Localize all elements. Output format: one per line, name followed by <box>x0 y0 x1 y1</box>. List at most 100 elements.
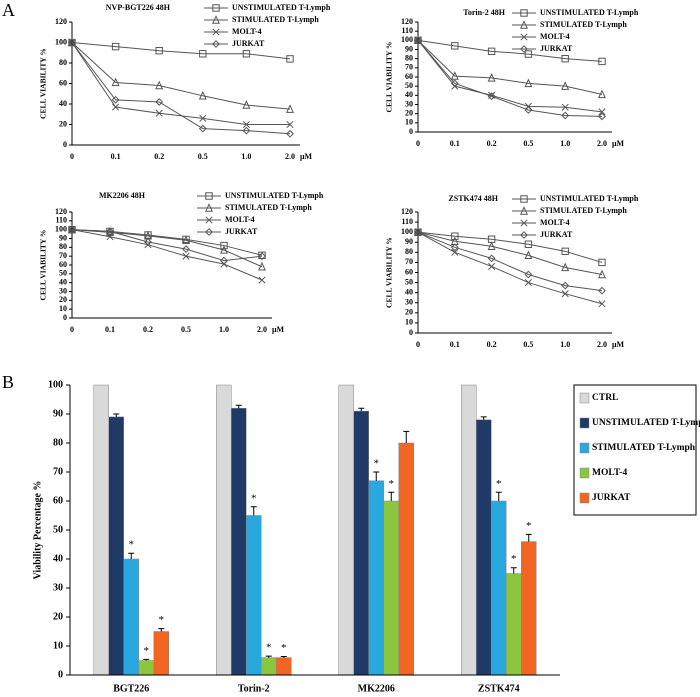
y-tick-label: 90 <box>405 237 413 246</box>
marker <box>524 279 532 287</box>
marker <box>450 71 459 80</box>
y-tick-label: 20 <box>405 108 413 117</box>
bar <box>138 660 154 676</box>
series-line <box>71 229 263 262</box>
series-line <box>71 42 291 135</box>
y-tick-label: 120 <box>55 207 67 216</box>
error-bar <box>235 404 242 409</box>
marker <box>205 203 213 212</box>
marker <box>106 227 114 236</box>
x-tick-label: 0.2 <box>143 325 153 334</box>
bar <box>353 410 369 676</box>
marker <box>520 219 528 227</box>
marker <box>414 228 422 237</box>
y-tick-label: 80 <box>59 58 67 67</box>
marker <box>111 42 120 51</box>
bar <box>93 384 109 676</box>
error-bar <box>158 628 165 632</box>
marker <box>111 95 120 104</box>
marker <box>487 254 496 263</box>
y-axis-label: CELL VIABILITY % <box>39 230 48 301</box>
legend-swatch <box>579 492 590 504</box>
y-tick-label: 90 <box>59 233 67 242</box>
x-axis-label: μM <box>612 139 625 148</box>
marker <box>520 33 528 41</box>
legend-label: JURKAT <box>592 493 631 503</box>
bar <box>383 500 399 676</box>
x-tick-label: 0 <box>70 152 74 161</box>
series-line <box>417 40 603 117</box>
y-tick-label: 60 <box>405 267 413 276</box>
y-tick-label: 90 <box>53 408 63 419</box>
marker <box>205 192 213 200</box>
series-line <box>417 231 603 276</box>
y-tick-label: 50 <box>59 269 67 278</box>
series-line <box>417 39 603 62</box>
marker <box>106 233 114 241</box>
legend-label: STIMULATED T-Lymph <box>225 203 312 212</box>
marker <box>524 250 533 260</box>
marker <box>520 20 528 29</box>
series-line <box>71 42 291 110</box>
significance-mark: * <box>496 478 502 490</box>
series-line <box>417 231 603 263</box>
x-tick-label: 1.0 <box>219 325 229 334</box>
y-tick-label: 40 <box>59 277 67 286</box>
marker <box>182 252 190 260</box>
marker <box>199 114 207 122</box>
y-tick-label: 10 <box>53 640 63 651</box>
legend-label: CTRL <box>592 393 618 403</box>
marker <box>524 78 533 88</box>
x-tick-label: 2.0 <box>597 340 607 349</box>
legend-label: MOLT-4 <box>232 27 262 36</box>
y-tick-label: 80 <box>59 242 67 251</box>
marker <box>561 290 569 298</box>
marker <box>155 98 164 106</box>
marker <box>258 276 266 284</box>
marker <box>598 112 606 121</box>
marker <box>220 241 228 250</box>
legend-swatch <box>579 467 590 479</box>
x-tick-label: 0.1 <box>450 139 460 148</box>
marker <box>286 104 294 113</box>
series-line <box>71 229 263 268</box>
x-tick-label: BGT226 <box>113 683 149 694</box>
legend-label: STIMULATED T-Lymph <box>232 15 319 24</box>
x-tick-label: MK2206 <box>358 683 395 694</box>
marker <box>242 100 251 109</box>
y-axis-label: CELL VIABILITY % <box>385 237 394 308</box>
x-tick-label: 2.0 <box>257 325 267 334</box>
marker <box>155 47 163 55</box>
marker <box>487 92 496 101</box>
y-tick-label: 0 <box>63 140 67 149</box>
marker <box>451 232 459 240</box>
y-tick-label: 20 <box>53 611 63 622</box>
marker <box>198 124 207 133</box>
x-tick-label: 0.5 <box>523 139 533 148</box>
significance-mark: * <box>266 642 272 654</box>
marker <box>524 270 533 279</box>
series-line <box>417 40 603 113</box>
legend-label: MOLT-4 <box>540 218 570 227</box>
significance-mark: * <box>159 614 165 626</box>
y-tick-label: 100 <box>401 227 413 236</box>
y-tick-label: 0 <box>63 313 67 322</box>
y-tick-label: 100 <box>55 224 67 233</box>
marker <box>561 81 570 90</box>
error-bar <box>525 533 532 542</box>
marker <box>598 269 606 279</box>
significance-mark: * <box>129 539 135 551</box>
y-tick-label: 20 <box>59 119 67 128</box>
x-tick-label: 1.0 <box>560 139 570 148</box>
marker <box>561 247 569 256</box>
y-tick-label: 100 <box>55 37 67 46</box>
y-tick-label: 10 <box>405 318 413 327</box>
bar <box>368 480 384 676</box>
marker <box>155 109 163 117</box>
y-axis-label: CELL VIABILITY % <box>385 42 394 113</box>
y-tick-label: 60 <box>59 78 67 87</box>
legend-swatch <box>579 417 590 429</box>
chart-title: NVP-BGT226 48H <box>106 3 171 12</box>
error-bar <box>480 416 487 420</box>
